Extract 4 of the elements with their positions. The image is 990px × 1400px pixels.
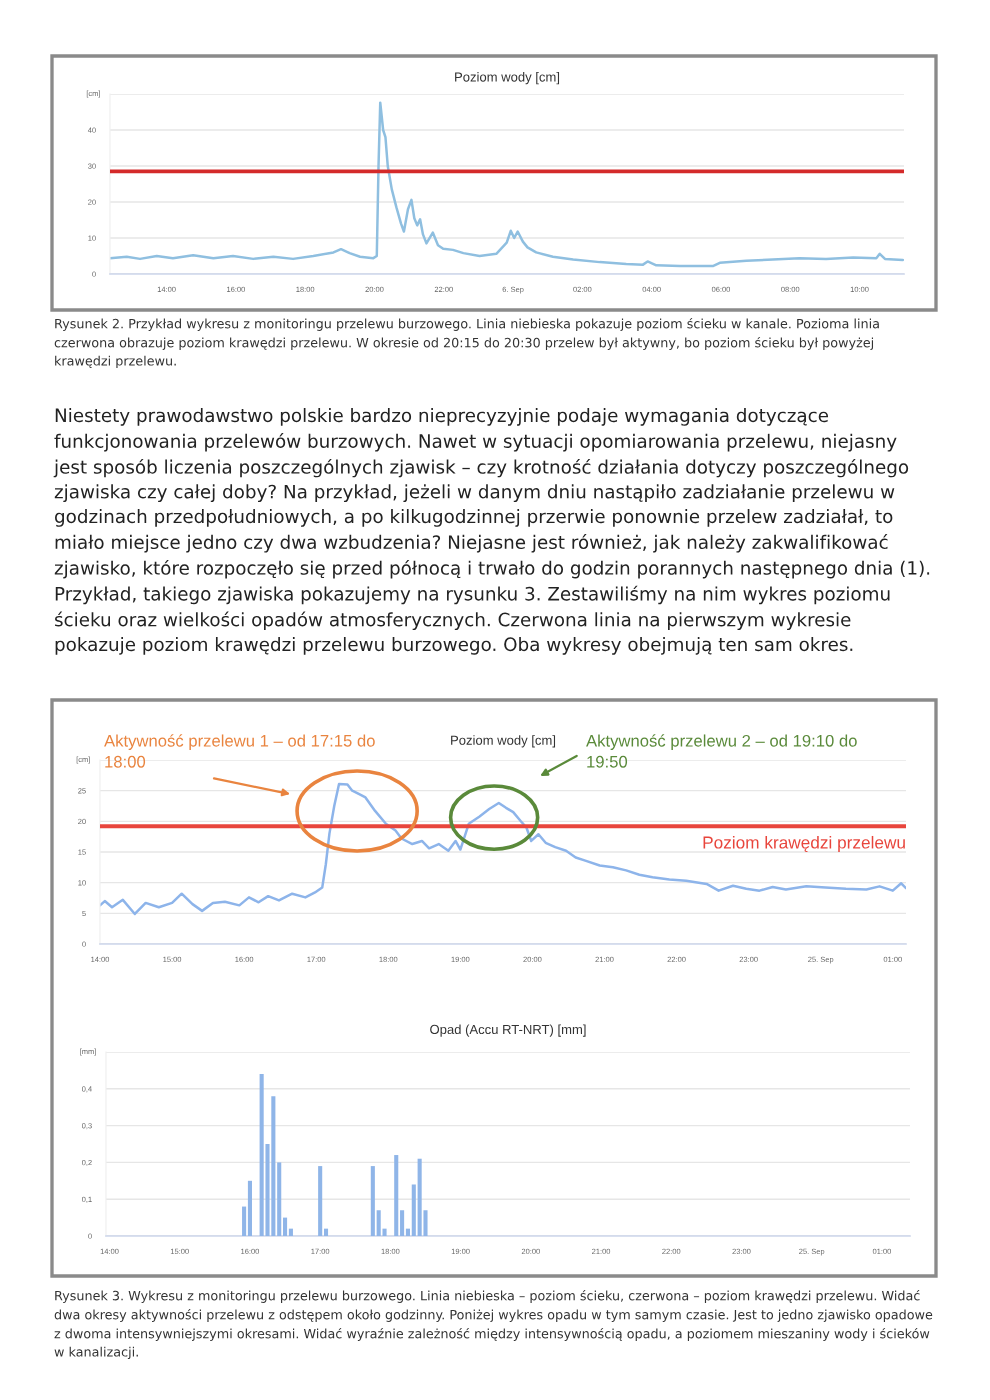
annotation: Aktywność przelewu 1 – od 17:15 do 18:00 bbox=[104, 734, 375, 768]
annotation: Aktywność przelewu 2 – od 19:10 do 19:50 bbox=[586, 734, 857, 768]
text: Niestety prawodawstwo polskie bardzo nieprecyzyjnie podaje wymagania dotyczące funkcjonowania przelewów burzowych. Nawet w sytuacji opomiarowania przelewu, niejasny jest sposób liczenia poszczególnych zjawisk – czy krotność działania dotyczy poszczególnego zjawiska czy całej doby? Na przykład, jeżeli w danym dniu nastąpiło zadziałanie przelewu w godzinach przedpołudniowych, a po kilkugodzinnej przerwie ponownie przelew zadziałał, to miało miejsce jedno czy dwa wzbudzenia? Niejasne jest również, jak należy zakwalifikować zjawisko, które rozpoczęło się przed północą i trwało do godzin porannych następnego dnia (1). Przykład, takiego zjawiska pokazujemy na rysunku 3. Zestawiliśmy na nim wykres poziomu ścieku oraz wielkości opadów atmosferycznych. Czerwona linia na pierwszym wykresie pokazuje poziom krawędzi przelewu burzowego. Oba wykresy obejmują ten sam okres. bbox=[53, 408, 930, 655]
ref-line-label: Poziom krawędzi przelewu bbox=[703, 835, 905, 853]
